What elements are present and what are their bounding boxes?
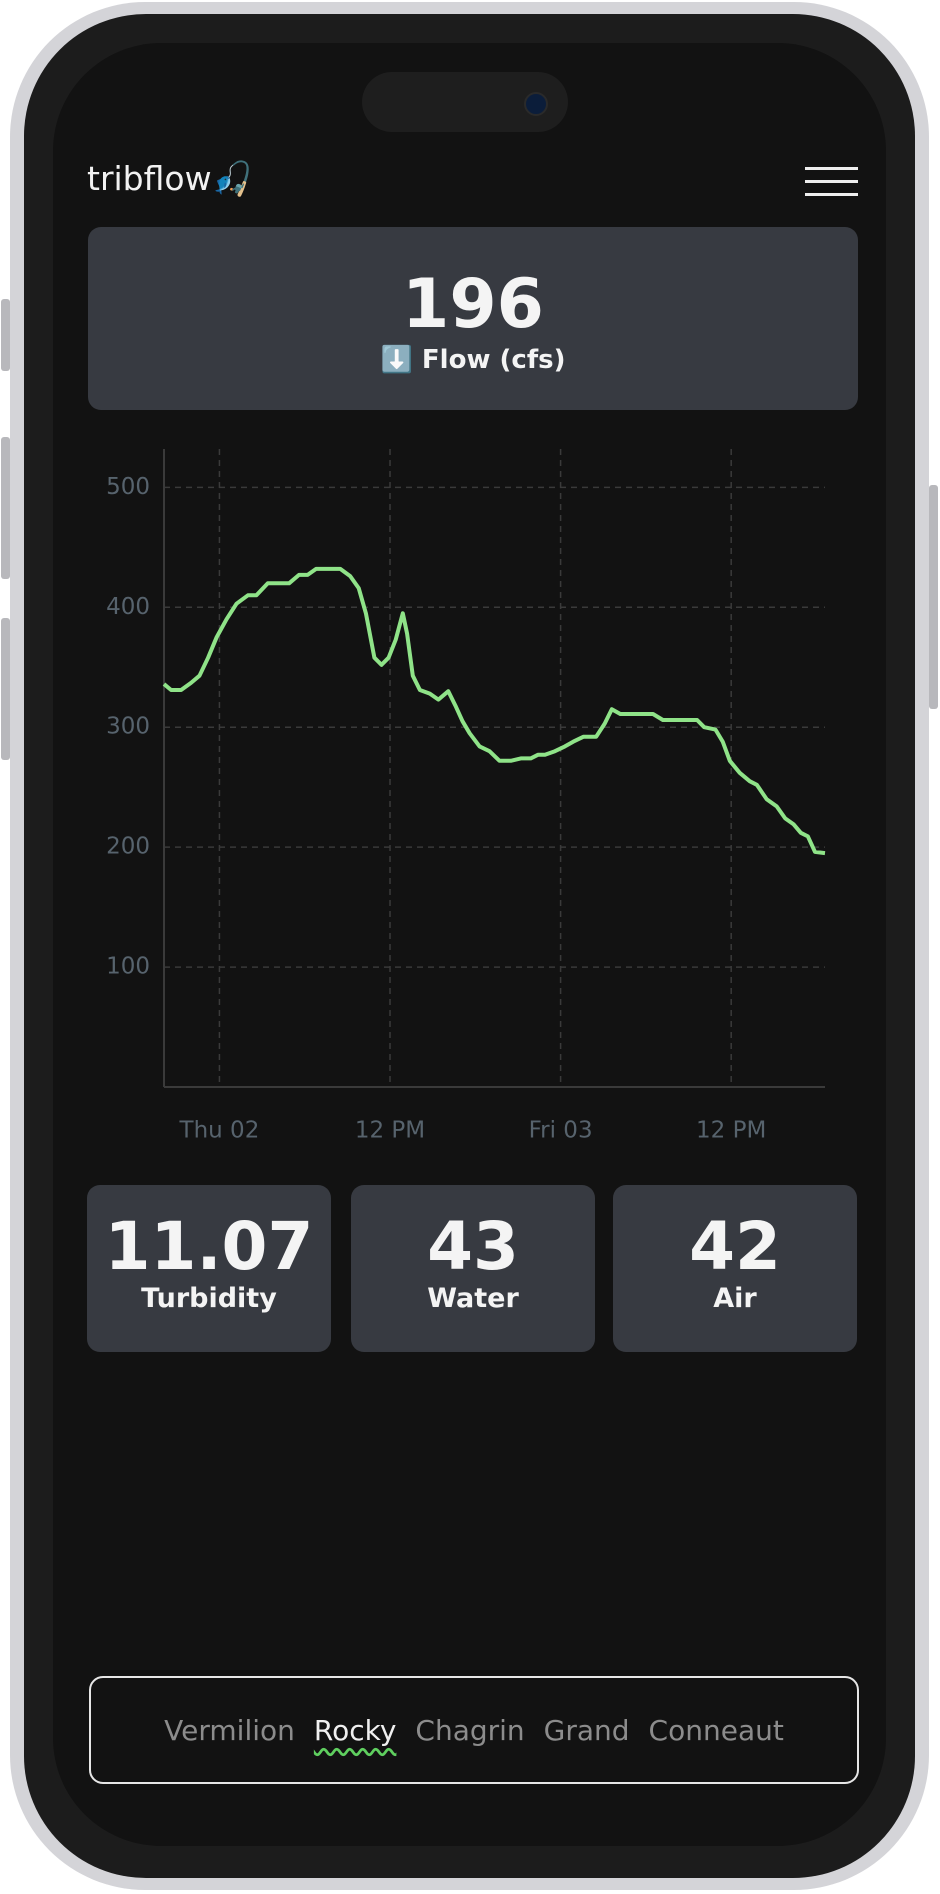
camera xyxy=(524,92,548,116)
stat-value: 11.07 xyxy=(104,1208,314,1285)
stat-label: Turbidity xyxy=(141,1283,277,1314)
stat-label: Air xyxy=(713,1283,757,1314)
river-nav: Vermilion Rocky Chagrin Grand Conneaut xyxy=(89,1676,859,1784)
flow-line xyxy=(162,566,826,856)
y-tick-label: 500 xyxy=(106,474,150,500)
y-tick-label: 300 xyxy=(106,714,150,740)
x-tick-label: Thu 02 xyxy=(179,1118,260,1144)
screen: tribflow🎣 196 ⬇️ Flow (cfs) 100 200 300 400… xyxy=(53,43,886,1846)
river-tab[interactable]: Grand xyxy=(543,1713,630,1747)
side-button xyxy=(1,437,10,579)
x-tick-label: Fri 03 xyxy=(529,1118,593,1144)
flow-label: ⬇️ Flow (cfs) xyxy=(380,345,566,375)
dynamic-island xyxy=(362,72,568,132)
stat-value: 43 xyxy=(427,1208,519,1285)
x-tick-label: 12 PM xyxy=(696,1118,766,1144)
river-tab[interactable]: Vermilion xyxy=(164,1713,295,1747)
river-tab[interactable]: Chagrin xyxy=(415,1713,525,1747)
menu-button[interactable] xyxy=(805,167,858,197)
stat-card: 42 Air xyxy=(613,1185,857,1352)
river-tab[interactable]: Conneaut xyxy=(648,1713,784,1747)
flow-card: 196 ⬇️ Flow (cfs) xyxy=(88,227,858,410)
logo: tribflow🎣 xyxy=(87,159,253,198)
y-tick-label: 200 xyxy=(106,834,150,860)
stat-card: 11.07 Turbidity xyxy=(87,1185,331,1352)
y-tick-label: 400 xyxy=(106,594,150,620)
stat-card: 43 Water xyxy=(351,1185,595,1352)
side-button xyxy=(929,485,938,709)
x-tick-label: 12 PM xyxy=(355,1118,425,1144)
side-button xyxy=(1,618,10,760)
chart: 100 200 300 400 500 Thu 02 12 PM Fri 03 12 PM xyxy=(106,449,826,1144)
river-tab[interactable]: Rocky xyxy=(313,1713,397,1747)
side-button xyxy=(1,299,10,371)
y-tick-label: 100 xyxy=(106,954,150,980)
stat-label: Water xyxy=(427,1283,519,1314)
flow-value: 196 xyxy=(402,265,544,344)
stat-value: 42 xyxy=(689,1208,781,1285)
